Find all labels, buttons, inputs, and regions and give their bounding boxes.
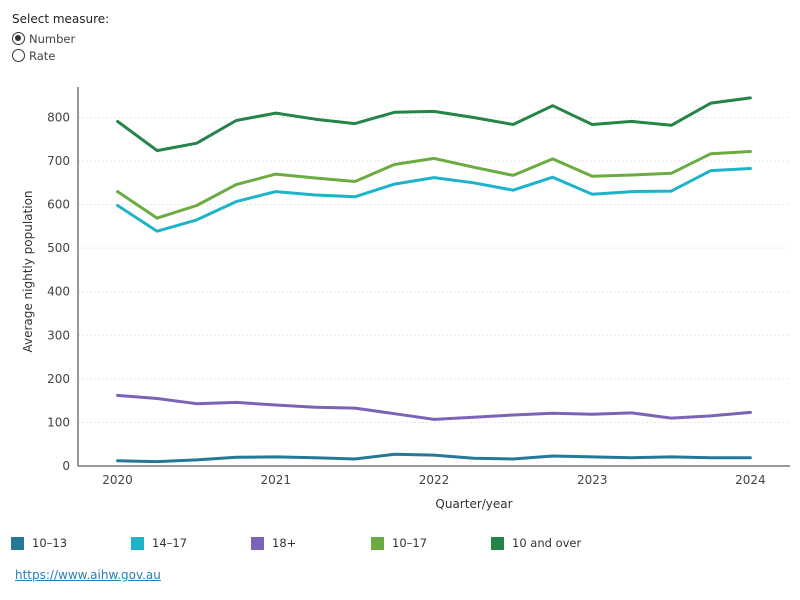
radio-rate-label: Rate [29, 48, 56, 63]
y-axis-title: Average nightly population [21, 190, 35, 352]
measure-selector: Select measure: Number Rate [12, 12, 109, 64]
y-tick-label: 100 [47, 415, 70, 429]
series-line-14-17 [116, 167, 752, 233]
radio-number-label: Number [29, 31, 76, 46]
series-line-10-and-over [116, 96, 752, 153]
x-tick-label: 2024 [735, 473, 766, 487]
x-tick-label: 2023 [577, 473, 608, 487]
x-tick-label: 2020 [102, 473, 133, 487]
x-tick-label: 2021 [261, 473, 292, 487]
chart-legend: 10–13 14–17 18+ 10–17 10 and over [0, 536, 800, 554]
x-tick-label: 2022 [419, 473, 450, 487]
source-link[interactable]: https://www.aihw.gov.au [15, 568, 161, 582]
y-tick-label: 500 [47, 241, 70, 255]
y-tick-label: 200 [47, 372, 70, 386]
x-axis-title: Quarter/year [435, 497, 512, 511]
legend-label-14-17: 14–17 [152, 536, 188, 550]
radio-rate[interactable]: Rate [12, 47, 109, 64]
legend-label-10-17: 10–17 [392, 536, 428, 550]
legend-label-10-13: 10–13 [32, 536, 68, 550]
legend-item-10-and-over[interactable]: 10 and over [491, 536, 581, 550]
y-tick-label: 0 [62, 459, 70, 473]
y-tick-label: 600 [47, 198, 70, 212]
series-line-18- [116, 393, 752, 421]
y-tick-label: 400 [47, 285, 70, 299]
y-tick-label: 300 [47, 328, 70, 342]
series-line-10-17 [116, 150, 752, 220]
legend-swatch-14-17 [131, 536, 144, 550]
radio-rate-circle[interactable] [12, 49, 25, 62]
legend-item-10-17[interactable]: 10–17 [371, 536, 427, 550]
legend-swatch-10-17 [371, 536, 384, 550]
legend-label-10-and-over: 10 and over [512, 536, 582, 550]
measure-selector-title: Select measure: [12, 12, 110, 26]
legend-label-18-plus: 18+ [272, 536, 297, 550]
y-tick-label: 700 [47, 154, 70, 168]
legend-item-18-plus[interactable]: 18+ [251, 536, 296, 550]
legend-swatch-10-13 [11, 536, 24, 550]
legend-swatch-10-and-over [491, 536, 504, 550]
legend-swatch-18-plus [251, 536, 264, 550]
y-tick-label: 800 [47, 110, 70, 124]
legend-item-14-17[interactable]: 14–17 [131, 536, 187, 550]
radio-number-circle[interactable] [12, 32, 25, 45]
radio-number[interactable]: Number [12, 30, 109, 47]
series-line-10-13 [116, 452, 752, 464]
legend-item-10-13[interactable]: 10–13 [11, 536, 67, 550]
